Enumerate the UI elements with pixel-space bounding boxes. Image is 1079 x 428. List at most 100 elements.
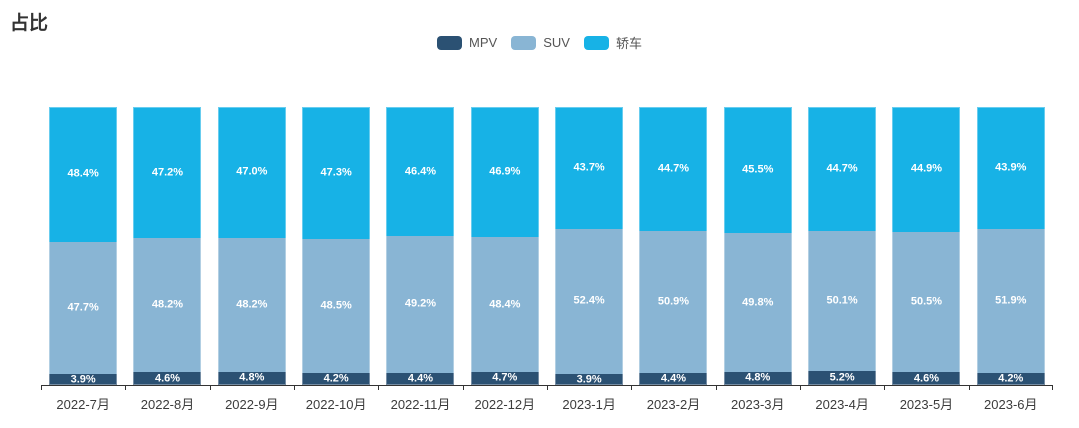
axis-tick	[968, 385, 970, 390]
bar-segment-MPV[interactable]: 4.8%	[217, 371, 286, 385]
x-axis-label: 2022-7月	[56, 397, 110, 412]
legend-swatch-icon	[583, 35, 609, 50]
bar-segment-轿车[interactable]: 46.9%	[470, 107, 539, 238]
bar-column-2023-6月: 43.9% 51.9% 4.2%	[969, 107, 1053, 385]
bar-column-2022-10月: 47.3% 48.5% 4.2%	[294, 107, 378, 385]
bar-segment-MPV[interactable]: 4.6%	[892, 372, 961, 385]
axis-tick	[41, 385, 42, 390]
segment-value-label: 45.5%	[742, 163, 774, 176]
segment-value-label: 4.8%	[239, 371, 265, 384]
bar-segment-MPV[interactable]: 4.7%	[470, 371, 539, 385]
segment-value-label: 4.2%	[323, 372, 349, 385]
bar-segment-SUV[interactable]: 52.4%	[555, 228, 624, 375]
legend-item-SUV[interactable]: SUV	[511, 35, 570, 50]
segment-value-label: 4.2%	[998, 372, 1024, 385]
bars-container: 48.4% 47.7% 3.9% 47.2% 48.2% 4.6% 47.0% 48.2% 4.…	[41, 107, 1053, 385]
bar-segment-轿车[interactable]: 48.4%	[49, 107, 118, 242]
x-axis-label: 2023-4月	[815, 397, 869, 412]
segment-value-label: 4.8%	[745, 371, 771, 384]
segment-value-label: 44.7%	[826, 162, 858, 175]
bar-segment-MPV[interactable]: 3.9%	[555, 373, 624, 386]
bar-segment-轿车[interactable]: 47.0%	[217, 107, 286, 238]
chart-title: 占比	[10, 13, 49, 34]
segment-value-label: 5.2%	[829, 371, 855, 384]
bar-segment-SUV[interactable]: 50.9%	[639, 231, 708, 373]
bar-segment-SUV[interactable]: 48.4%	[470, 237, 539, 372]
x-axis-label: 2022-8月	[140, 397, 195, 412]
segment-value-label: 48.2%	[236, 298, 268, 311]
bar-segment-SUV[interactable]: 49.2%	[386, 236, 455, 373]
bar-stack: 47.3% 48.5% 4.2%	[302, 107, 371, 385]
segment-value-label: 49.2%	[404, 297, 437, 310]
bar-segment-轿车[interactable]: 44.7%	[639, 107, 708, 232]
axis-tick	[294, 385, 295, 390]
bar-segment-轿车[interactable]: 44.9%	[892, 107, 961, 232]
x-axis-label: 2023-5月	[899, 397, 954, 412]
segment-value-label: 4.4%	[407, 372, 434, 385]
axis-tick	[715, 385, 717, 390]
x-axis-label: 2022-12月	[474, 397, 536, 412]
segment-value-label: 48.4%	[67, 167, 99, 180]
bar-segment-SUV[interactable]: 49.8%	[723, 233, 792, 372]
bar-column-2023-5月: 44.9% 50.5% 4.6%	[884, 107, 968, 385]
segment-value-label: 52.4%	[573, 294, 605, 307]
bar-segment-轿车[interactable]: 45.5%	[723, 107, 792, 234]
segment-value-label: 50.9%	[657, 295, 690, 308]
bar-column-2022-11月: 46.4% 49.2% 4.4%	[378, 107, 462, 385]
x-axis-labels: 2022-7月 2022-8月 2022-9月 2022-10月 2022-11月 202…	[41, 390, 1053, 413]
bar-segment-轿车[interactable]: 47.3%	[302, 107, 371, 239]
bar-segment-SUV[interactable]: 50.5%	[892, 231, 961, 373]
bar-stack: 46.9% 48.4% 4.7%	[470, 107, 539, 385]
bar-segment-SUV[interactable]: 48.2%	[133, 238, 202, 373]
bar-column-2023-2月: 44.7% 50.9% 4.4%	[631, 107, 715, 385]
segment-value-label: 44.9%	[910, 162, 943, 175]
bar-segment-轿车[interactable]: 44.7%	[808, 107, 877, 232]
legend-item-轿车[interactable]: 轿车	[583, 33, 642, 52]
axis-tick	[547, 385, 548, 390]
bar-column-2022-7月: 48.4% 47.7% 3.9%	[41, 107, 125, 385]
bar-segment-MPV[interactable]: 4.4%	[639, 372, 708, 385]
bar-segment-SUV[interactable]: 51.9%	[976, 229, 1045, 374]
bar-stack: 44.7% 50.1% 5.2%	[808, 107, 877, 385]
bar-segment-SUV[interactable]: 48.5%	[302, 238, 371, 374]
bar-segment-MPV[interactable]: 4.6%	[133, 372, 202, 385]
axis-tick	[462, 385, 464, 390]
legend-swatch-icon	[437, 35, 463, 50]
bar-segment-MPV[interactable]: 4.8%	[723, 371, 792, 385]
segment-value-label: 49.8%	[742, 296, 774, 309]
segment-value-label: 4.6%	[913, 372, 939, 385]
bar-column-2022-12月: 46.9% 48.4% 4.7%	[463, 107, 547, 385]
bar-segment-轿车[interactable]: 43.9%	[976, 107, 1045, 230]
segment-value-label: 47.3%	[320, 166, 352, 179]
segment-value-label: 50.1%	[826, 294, 858, 307]
bar-segment-MPV[interactable]: 4.2%	[302, 372, 371, 385]
bar-segment-SUV[interactable]: 47.7%	[49, 241, 118, 375]
segment-value-label: 47.2%	[151, 166, 184, 179]
bar-segment-轿车[interactable]: 47.2%	[133, 107, 202, 239]
segment-value-label: 48.4%	[489, 298, 521, 311]
axis-tick	[631, 385, 633, 390]
plot-area: 48.4% 47.7% 3.9% 47.2% 48.2% 4.6% 47.0% 48.2% 4.…	[41, 107, 1053, 412]
segment-value-label: 43.9%	[995, 161, 1027, 174]
bar-segment-SUV[interactable]: 50.1%	[808, 231, 877, 371]
bar-segment-轿车[interactable]: 46.4%	[386, 107, 455, 237]
bar-column-2022-8月: 47.2% 48.2% 4.6%	[125, 107, 209, 385]
x-axis-label: 2022-10月	[305, 397, 367, 412]
x-axis-label: 2023-2月	[646, 397, 701, 412]
bar-stack: 48.4% 47.7% 3.9%	[49, 107, 118, 385]
x-axis-label: 2023-6月	[984, 397, 1038, 412]
legend-item-MPV[interactable]: MPV	[437, 35, 497, 50]
legend-label: MPV	[469, 35, 498, 50]
bar-segment-MPV[interactable]: 4.2%	[976, 372, 1045, 385]
bar-segment-SUV[interactable]: 48.2%	[217, 237, 286, 372]
bar-segment-MPV[interactable]: 5.2%	[808, 370, 877, 385]
segment-value-label: 51.9%	[995, 294, 1027, 307]
segment-value-label: 4.4%	[660, 372, 686, 385]
bar-segment-MPV[interactable]: 4.4%	[386, 372, 455, 385]
segment-value-label: 3.9%	[576, 373, 602, 386]
bar-segment-轿车[interactable]: 43.7%	[555, 107, 624, 229]
bar-segment-MPV[interactable]: 3.9%	[49, 374, 118, 385]
bar-stack: 47.2% 48.2% 4.6%	[133, 107, 202, 385]
bar-stack: 43.9% 51.9% 4.2%	[976, 107, 1045, 385]
legend-label: SUV	[543, 35, 570, 50]
